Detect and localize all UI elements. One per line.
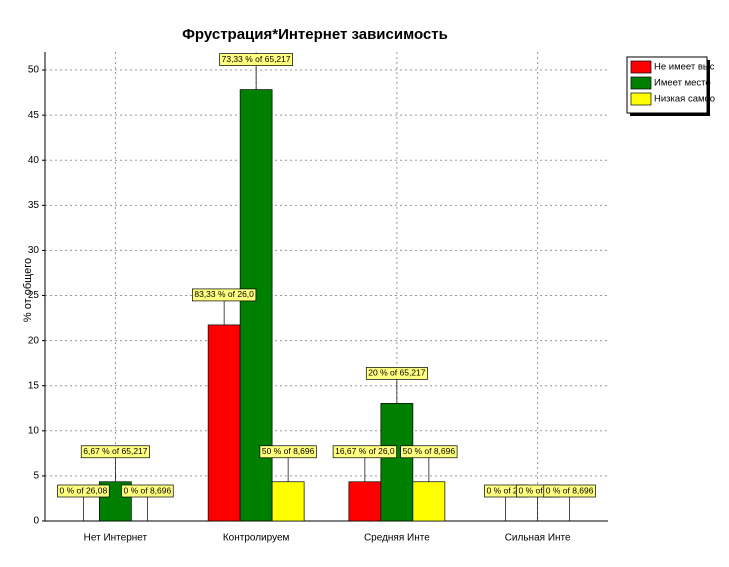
x-tick-label: Контролируем — [223, 533, 290, 544]
data-label-text: 0 % of 65, — [518, 485, 556, 495]
x-tick-label: Сильная Инте — [505, 533, 571, 544]
data-label-text: 73,33 % of 65,217 — [222, 54, 291, 64]
data-label-box — [121, 484, 174, 498]
bar — [348, 481, 382, 522]
data-label-box — [80, 445, 150, 459]
y-tick-label: 25 — [28, 290, 40, 301]
data-label-text: 0 % of 26, — [486, 485, 524, 495]
data-label-text: 16,67 % of 26,0 — [335, 446, 395, 456]
data-label-box — [543, 484, 596, 498]
legend-swatch — [630, 76, 652, 90]
data-label: 20 % of 65,217 — [365, 367, 428, 380]
legend-swatch — [630, 92, 652, 106]
data-label-box — [219, 53, 293, 66]
y-tick-label: 15 — [28, 380, 40, 391]
data-label: 50 % of 8,696 — [259, 445, 317, 459]
x-tick-label: Средняя Инте — [364, 533, 430, 544]
data-label-box — [332, 445, 397, 459]
y-tick-label: 10 — [28, 425, 40, 436]
chart-title: Фрустрация*Интернет зависимость — [182, 26, 448, 43]
y-tick-label: 40 — [28, 155, 40, 166]
data-label: 0 % of 8,696 — [121, 484, 174, 498]
y-tick-label: 0 — [33, 516, 39, 527]
bar — [207, 324, 241, 522]
y-tick-label: 35 — [28, 200, 40, 211]
y-tick-label: 20 — [28, 335, 40, 346]
y-tick-label: 5 — [33, 471, 39, 482]
data-label-text: 0 % of 8,696 — [124, 485, 172, 495]
data-label: 6,67 % of 65,217 — [80, 445, 150, 459]
data-label-box — [192, 288, 257, 302]
data-label: 0 % of 26,08 — [57, 484, 110, 498]
y-axis-label: % от общего — [22, 258, 34, 322]
bar — [271, 481, 305, 522]
data-label-box — [365, 367, 428, 380]
data-label: 50 % of 8,696 — [400, 445, 458, 459]
data-label-text: 50 % of 8,696 — [262, 446, 315, 456]
legend-label: Имеет место — [654, 78, 711, 89]
data-label-text: 20 % of 65,217 — [368, 368, 425, 378]
data-label: 16,67 % of 26,0 — [332, 445, 397, 459]
data-label-box — [57, 484, 110, 498]
data-label-text: 0 % of 26,08 — [60, 485, 108, 495]
y-tick-label: 30 — [28, 245, 40, 256]
legend-label: Не имеет выс — [654, 62, 715, 73]
data-label-box — [400, 445, 458, 459]
data-label-text: 83,33 % of 26,0 — [194, 289, 254, 299]
data-label-text: 50 % of 8,696 — [403, 446, 456, 456]
data-label-text: 6,67 % of 65,217 — [83, 446, 148, 456]
legend-label: Низкая самоо — [654, 94, 715, 105]
data-label-box — [259, 445, 317, 459]
y-tick-label: 50 — [28, 65, 40, 76]
data-label: 0 % of 8,696 — [543, 484, 596, 498]
bar — [412, 481, 446, 522]
data-label-text: 0 % of 8,696 — [546, 485, 594, 495]
legend: Не имеет выс Имеет место Низкая самоо — [626, 56, 715, 116]
x-tick-label: Нет Интернет — [84, 533, 148, 544]
data-label: 73,33 % of 65,217 — [219, 53, 293, 66]
legend-swatch — [630, 60, 652, 74]
y-tick-label: 45 — [28, 110, 40, 121]
bar — [380, 403, 414, 522]
data-label: 83,33 % of 26,0 — [192, 288, 257, 302]
